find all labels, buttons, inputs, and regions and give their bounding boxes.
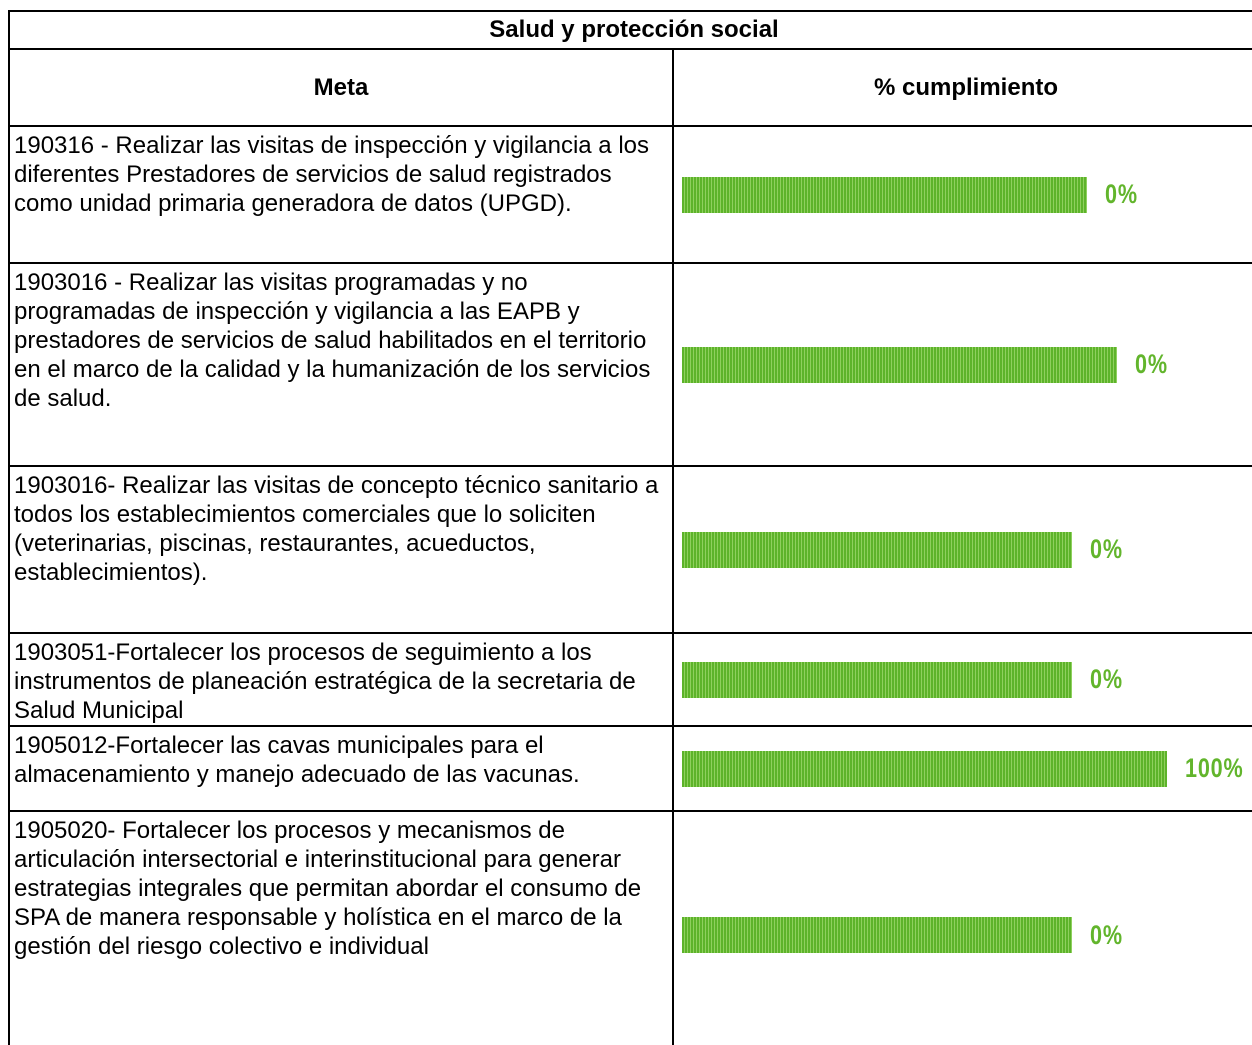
goal-cell: 190316 - Realizar las visitas de inspecc… (8, 125, 674, 264)
goal-cell: 1903016- Realizar las visitas de concept… (8, 465, 674, 634)
table-row: 1905020- Fortalecer los procesos y mecan… (8, 810, 1252, 1045)
progress-bar (682, 346, 1117, 383)
progress-bar (682, 531, 1072, 568)
table-row: 1903016- Realizar las visitas de concept… (8, 465, 1252, 634)
progress: 0% (674, 176, 1252, 213)
table-row: 190316 - Realizar las visitas de inspecc… (8, 125, 1252, 264)
progress-label: 0% (1135, 349, 1168, 379)
table-row: 1903051-Fortalecer los procesos de segui… (8, 632, 1252, 727)
progress-cell: 100% (671, 725, 1252, 812)
table-row: 1903016 - Realizar las visitas programad… (8, 262, 1252, 467)
header-cell: % cumplimiento (671, 48, 1252, 127)
progress: 0% (674, 661, 1252, 698)
progress-bar (682, 917, 1072, 953)
progress: 0% (674, 531, 1252, 568)
goal-cell: 1905012-Fortalecer las cavas municipales… (8, 725, 674, 812)
goal-cell: 1905020- Fortalecer los procesos y mecan… (8, 810, 674, 1045)
progress-label: 0% (1105, 179, 1138, 209)
progress-cell: 0% (671, 632, 1252, 727)
progress-label: 0% (1090, 664, 1123, 694)
progress: 0% (674, 917, 1252, 953)
progress-label: 100% (1184, 753, 1244, 783)
progress-cell: 0% (671, 810, 1252, 1045)
progress-cell: 0% (671, 465, 1252, 634)
progress-cell: 0% (671, 125, 1252, 264)
goals-table: Salud y protección social Meta % cumplim… (7, 10, 1252, 1045)
progress-label: 0% (1090, 919, 1123, 950)
goal-cell: 1903016 - Realizar las visitas programad… (8, 262, 674, 467)
progress-cell: 0% (671, 262, 1252, 467)
table-body: 190316 - Realizar las visitas de inspecc… (8, 125, 1252, 1045)
progress-bar (682, 661, 1072, 698)
table-title: Salud y protección social (7, 10, 1252, 50)
progress-label: 0% (1090, 534, 1123, 564)
progress-bar (682, 176, 1087, 213)
goal-cell: 1903051-Fortalecer los procesos de segui… (8, 632, 674, 727)
progress: 100% (674, 750, 1252, 787)
table-row: 1905012-Fortalecer las cavas municipales… (8, 725, 1252, 812)
progress: 0% (674, 346, 1252, 383)
header-cell: Meta (8, 48, 674, 127)
progress-bar (682, 750, 1167, 787)
